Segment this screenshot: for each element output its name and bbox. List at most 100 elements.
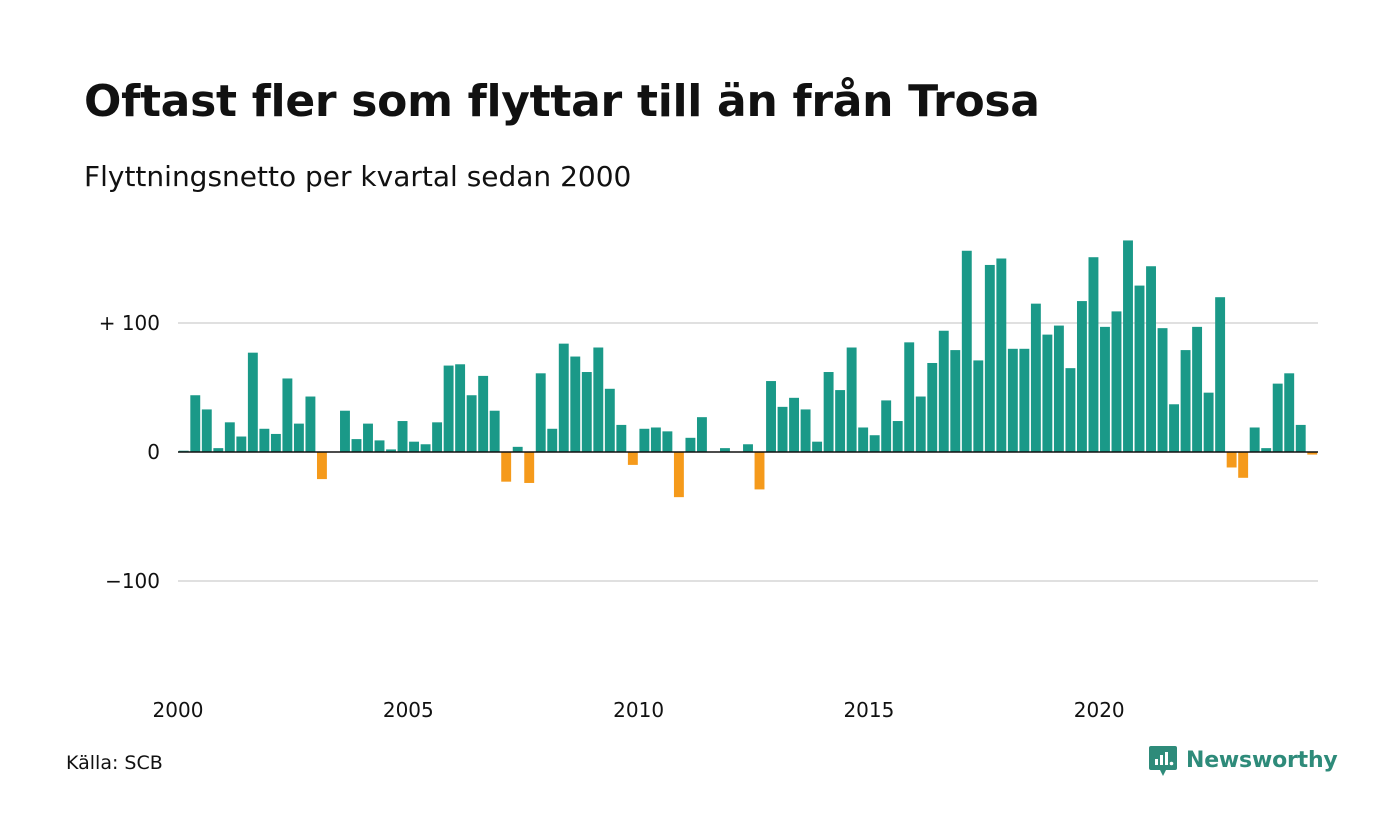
bar: [1249, 427, 1260, 452]
bar: [1007, 348, 1018, 452]
bar: [1111, 311, 1122, 452]
bar: [305, 396, 316, 452]
bar: [927, 362, 938, 452]
bar: [236, 436, 247, 452]
bar: [489, 410, 500, 452]
bar: [685, 437, 696, 452]
bar: [1088, 257, 1099, 452]
bar: [961, 250, 972, 452]
bar: [938, 330, 949, 452]
bar: [1053, 325, 1064, 452]
bar: [270, 433, 281, 452]
bar: [950, 350, 961, 452]
bar: [1134, 285, 1145, 452]
bar: [812, 441, 823, 452]
brand-logo[interactable]: Newsworthy: [1148, 744, 1338, 778]
bar: [1169, 404, 1180, 452]
bar: [639, 428, 650, 452]
bar: [593, 347, 604, 452]
bar: [363, 423, 373, 452]
chart-subtitle: Flyttningsnetto per kvartal sedan 2000: [84, 160, 632, 193]
bar: [293, 423, 304, 452]
bar: [973, 360, 984, 452]
bar: [1284, 373, 1295, 452]
y-tick-labels: + 100 0 −100: [99, 311, 160, 593]
bar: [581, 372, 592, 452]
bar: [881, 400, 892, 452]
bar: [604, 388, 615, 452]
bar: [835, 390, 846, 452]
bar: [478, 375, 489, 452]
bar: [1203, 392, 1214, 452]
brand-name: Newsworthy: [1186, 748, 1338, 773]
bar: [892, 421, 903, 452]
bar: [374, 440, 385, 452]
bar: [1261, 448, 1272, 452]
bar: [996, 258, 1007, 452]
bar: [420, 444, 431, 452]
bar: [984, 264, 995, 452]
bar: [224, 422, 235, 452]
bar: [259, 428, 270, 452]
x-tick-label: 2015: [843, 698, 894, 722]
bar: [351, 439, 362, 452]
bar: [1226, 452, 1237, 468]
bar: [386, 449, 396, 452]
bar: [1100, 326, 1110, 452]
bar: [915, 396, 926, 452]
bar: [501, 452, 512, 482]
bar: [1030, 303, 1041, 452]
bar: [397, 421, 408, 452]
bar: [213, 448, 224, 452]
source-note: Källa: SCB: [66, 752, 163, 774]
bar: [547, 428, 558, 452]
bar: [720, 448, 730, 452]
bar: [846, 347, 857, 452]
x-tick-label: 2010: [613, 698, 664, 722]
bar: [247, 352, 258, 452]
bar: [1238, 452, 1249, 478]
bar: [1076, 301, 1087, 452]
bar: [409, 441, 420, 452]
bar: [512, 446, 523, 452]
chart-title: Oftast fler som flyttar till än från Tro…: [84, 76, 1040, 127]
bar: [1307, 452, 1318, 455]
bar: [627, 452, 638, 465]
bar: [766, 381, 776, 452]
bar: [823, 372, 834, 452]
bar: [1157, 328, 1168, 452]
y-tick-label: −100: [105, 569, 160, 593]
bar: [1180, 350, 1191, 452]
bar: [282, 378, 293, 452]
x-tick-label: 2000: [153, 698, 204, 722]
x-tick-label: 2020: [1074, 698, 1125, 722]
bar: [1019, 348, 1030, 452]
bar: [1295, 424, 1306, 452]
bar: [316, 452, 327, 480]
bar: [455, 364, 466, 452]
x-tick-labels: 2000 2005 2010 2015 2020: [153, 698, 1125, 722]
bar: [570, 356, 581, 452]
y-tick-label: + 100: [99, 311, 160, 335]
newsworthy-logo-icon: [1149, 746, 1177, 776]
bar: [524, 452, 535, 483]
bar: [1065, 368, 1076, 452]
bar: [1146, 266, 1156, 452]
bar: [673, 452, 684, 498]
bar: [858, 427, 869, 452]
bar: [1042, 334, 1053, 452]
bar: [662, 431, 673, 452]
x-tick-label: 2005: [383, 698, 434, 722]
bar: [1123, 240, 1133, 452]
bar: [789, 397, 800, 452]
bar: [1215, 297, 1226, 452]
bar: [616, 424, 627, 452]
bar: [443, 365, 454, 452]
bar: [201, 409, 212, 452]
bar: [466, 395, 477, 452]
bar: [432, 422, 443, 452]
bar: [1272, 383, 1283, 452]
bars: [178, 240, 1318, 498]
bar: [558, 343, 569, 452]
